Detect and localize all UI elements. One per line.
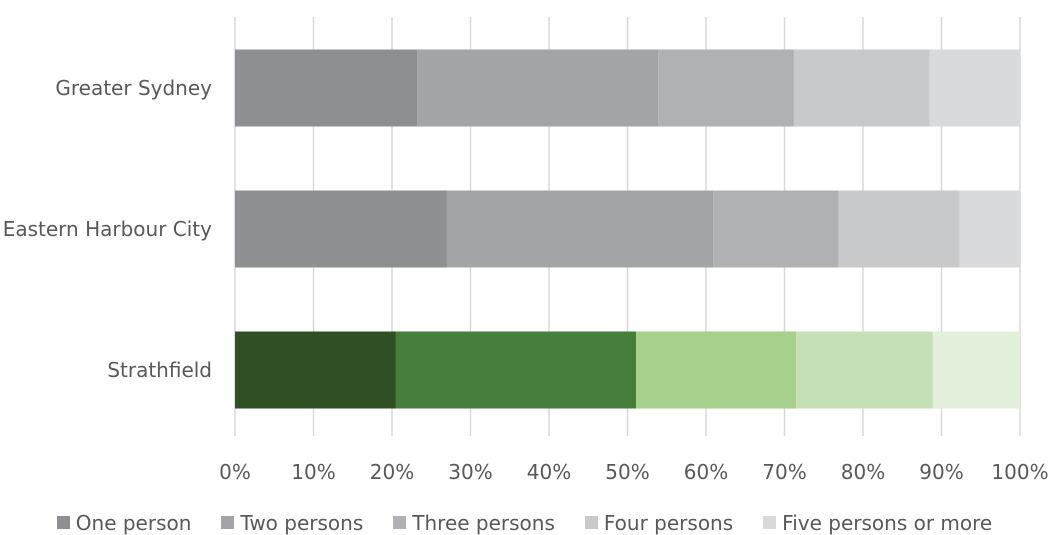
legend-label: One person bbox=[75, 510, 192, 535]
bar-segment bbox=[636, 331, 797, 409]
x-tick-labels: 0% 10% 20% 30% 40% 50% 60% 70% 80% 90% 100% bbox=[219, 460, 1048, 484]
legend: One person Two persons Three persons Four p… bbox=[0, 510, 1049, 535]
legend-label: Three persons bbox=[412, 510, 555, 535]
legend-item: Five persons or more bbox=[763, 510, 993, 535]
bar-segment bbox=[929, 49, 1020, 127]
x-tick-label: 50% bbox=[605, 460, 649, 484]
x-tick-label: 10% bbox=[291, 460, 335, 484]
bar-segment bbox=[395, 331, 637, 409]
bar-segment bbox=[235, 331, 396, 409]
legend-swatch bbox=[393, 516, 407, 529]
category-label: Strathfield bbox=[107, 358, 212, 382]
bar-segment bbox=[959, 190, 1020, 268]
legend-swatch bbox=[221, 516, 235, 529]
bar-segment bbox=[446, 190, 714, 268]
legend-swatch bbox=[763, 516, 777, 529]
bar-segment bbox=[838, 190, 960, 268]
category-label: Greater Sydney bbox=[55, 76, 212, 100]
x-tick-label: 20% bbox=[370, 460, 414, 484]
x-tick-label: 30% bbox=[448, 460, 492, 484]
legend-label: Four persons bbox=[603, 510, 734, 535]
legend-swatch bbox=[584, 516, 598, 529]
legend-item: One person bbox=[56, 510, 192, 535]
x-tick-label: 0% bbox=[219, 460, 251, 484]
x-tick-label: 90% bbox=[919, 460, 963, 484]
legend-swatch bbox=[56, 516, 70, 529]
bar-segment bbox=[932, 331, 1020, 409]
bar-segment bbox=[235, 190, 447, 268]
x-tick-label: 100% bbox=[991, 460, 1048, 484]
legend-item: Three persons bbox=[393, 510, 555, 535]
category-labels: Greater Sydney Eastern Harbour City Strath… bbox=[3, 76, 212, 382]
bar-segment bbox=[793, 49, 930, 127]
x-tick-label: 40% bbox=[527, 460, 571, 484]
legend-item: Two persons bbox=[221, 510, 364, 535]
bar-segment bbox=[235, 49, 418, 127]
bar-segment bbox=[713, 190, 839, 268]
bar-segment bbox=[417, 49, 659, 127]
stacked-bar-chart: Greater Sydney Eastern Harbour City Strath… bbox=[3, 17, 1049, 484]
legend-item: Four persons bbox=[584, 510, 734, 535]
bar-segment bbox=[796, 331, 933, 409]
x-tick-label: 60% bbox=[684, 460, 728, 484]
legend-label: Five persons or more bbox=[782, 510, 993, 535]
bars bbox=[235, 49, 1020, 409]
x-tick-label: 70% bbox=[762, 460, 806, 484]
bar-segment bbox=[658, 49, 794, 127]
legend-label: Two persons bbox=[240, 510, 364, 535]
category-label: Eastern Harbour City bbox=[3, 217, 212, 241]
x-tick-label: 80% bbox=[841, 460, 885, 484]
